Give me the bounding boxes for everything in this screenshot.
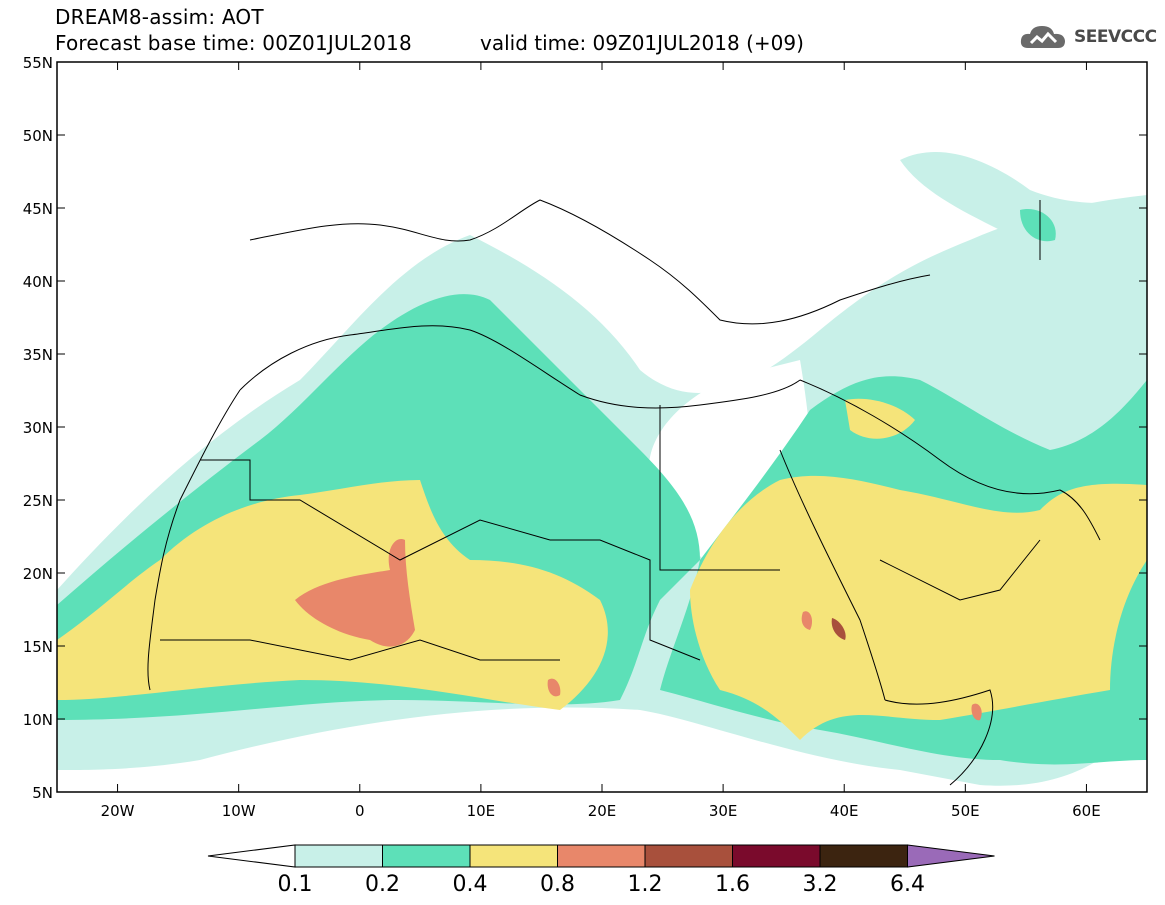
border [200,459,551,561]
lon-tick-label: 20E [588,802,617,820]
colorbar-label: 0.1 [278,872,313,897]
lat-tick-label: 25N [23,492,53,510]
lat-tick-label: 40N [23,273,53,291]
border [879,539,1041,601]
lon-tick-label: 20W [101,802,135,820]
aot-level-1.2 [831,618,846,640]
colorbar: 0.1 0.2 0.4 0.8 1.2 1.6 3.2 6.4 [207,844,995,897]
colorbar-segment [644,844,733,868]
lon-tick-label: 10E [467,802,496,820]
seevccc-logo: SEEVCCC [1018,22,1157,52]
border [160,639,560,661]
latitude-axis: 55N 50N 45N 40N 35N 30N 25N 20N 15N 10N 5N [23,54,1147,802]
africa-north-coast [239,325,801,409]
colorbar-label: 0.4 [453,872,488,897]
arabia [799,379,1101,541]
colorbar-upper-extension [907,844,995,868]
lat-tick-label: 10N [23,711,53,729]
colorbar-segment [557,844,646,868]
colorbar-label: 6.4 [890,872,925,897]
colorbar-label: 1.2 [628,872,663,897]
map-title: DREAM8-assim: AOT [55,5,264,29]
coastlines [147,199,1101,786]
aot-level-0.4 [690,475,1147,740]
colorbar-segment [819,844,908,868]
colorbar-label: 0.8 [540,872,575,897]
aot-level-0.4 [845,398,915,439]
europe-coast [249,199,931,325]
colorbar-lower-extension [207,844,296,868]
aot-level-0.8 [295,539,415,647]
lat-tick-label: 20N [23,565,53,583]
aot-field [57,151,1147,786]
cloud-icon [1020,26,1065,48]
colorbar-label: 1.6 [715,872,750,897]
africa-west-coast [147,389,241,691]
border [659,405,780,571]
colorbar-segment [469,844,558,868]
colorbar-segment [732,844,821,868]
lat-tick-label: 15N [23,638,53,656]
aot-level-0.8 [547,678,561,697]
lon-tick-label: 30E [709,802,738,820]
lat-tick-label: 55N [23,54,53,72]
red-sea [779,449,886,701]
lon-tick-label: 0 [355,802,365,820]
border [550,539,701,661]
forecast-base-time: Forecast base time: 00Z01JUL2018 [55,31,412,55]
valid-time: valid time: 09Z01JUL2018 (+09) [480,31,804,55]
colorbar-label: 3.2 [803,872,838,897]
lat-tick-label: 45N [23,200,53,218]
horn-of-africa [884,689,994,786]
lat-tick-label: 30N [23,419,53,437]
aot-level-0.1 [900,151,1147,259]
colorbar-segment [294,844,383,868]
aot-level-0.8 [801,611,813,630]
lon-tick-label: 10W [222,802,256,820]
logo-text: SEEVCCC [1074,27,1157,47]
lon-tick-label: 50E [951,802,980,820]
lon-tick-label: 40E [830,802,859,820]
colorbar-segment [382,844,471,868]
lat-tick-label: 35N [23,346,53,364]
lat-tick-label: 5N [32,784,53,802]
longitude-axis: 20W 10W 0 10E 20E 30E 40E 50E 60E [101,62,1101,820]
aot-level-0.8 [971,703,982,721]
colorbar-label: 0.2 [365,872,400,897]
aot-level-0.2 [1020,209,1056,242]
lon-tick-label: 60E [1072,802,1101,820]
lat-tick-label: 50N [23,127,53,145]
